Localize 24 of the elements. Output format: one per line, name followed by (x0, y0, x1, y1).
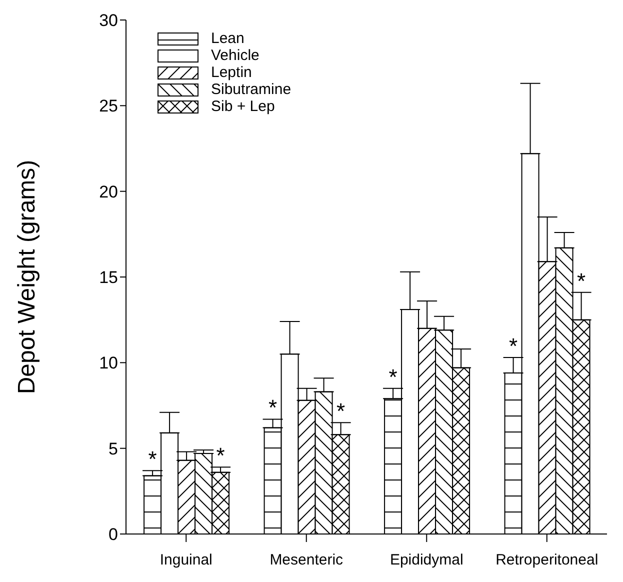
y-tick-label: 0 (108, 525, 118, 544)
data-label: * (577, 268, 586, 294)
data-label: * (216, 443, 226, 468)
legend-label: Vehicle (211, 47, 260, 64)
data-label: * (148, 446, 158, 472)
y-tick-label: 30 (99, 11, 118, 30)
y-tick-label: 10 (99, 354, 118, 373)
y-axis-title: Depot Weight (grams) (14, 160, 41, 394)
x-tick-label: Mesenteric (270, 552, 344, 569)
data-label: * (509, 334, 518, 359)
y-tick-label: 25 (99, 96, 118, 116)
data-label: * (388, 364, 398, 390)
data-label: * (268, 395, 278, 420)
x-tick-label: Retroperitoneal (496, 552, 598, 569)
x-tick-label: Inguinal (160, 552, 212, 569)
legend-label: Sib + Lep (211, 98, 275, 115)
y-tick-label: 20 (99, 182, 118, 202)
legend-label: Sibutramine (211, 81, 292, 98)
legend-label: Leptin (211, 64, 252, 81)
y-tick-label: 5 (108, 439, 118, 458)
x-tick-label: Epididymal (390, 552, 464, 569)
y-tick-label: 15 (99, 268, 118, 288)
legend-label: Lean (211, 30, 244, 47)
data-label: * (336, 398, 346, 424)
